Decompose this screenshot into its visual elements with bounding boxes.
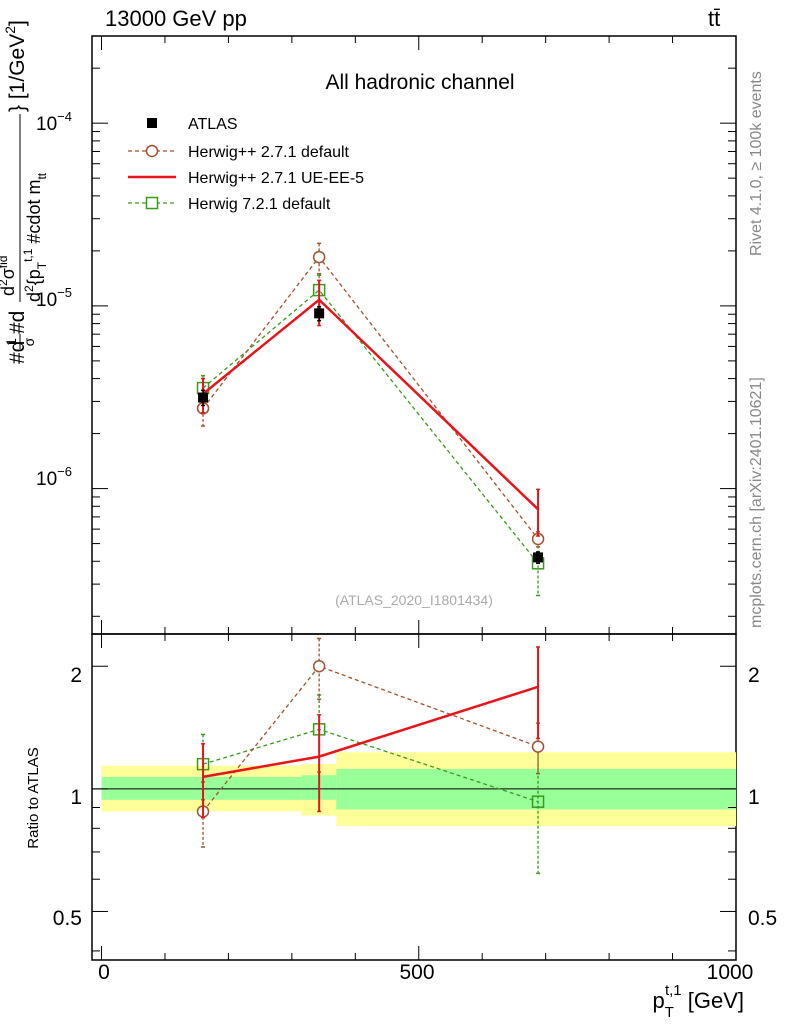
x-tick-label-0: 0 (98, 961, 110, 984)
ratio-tick-label-left-1: 1 (70, 786, 82, 809)
main-line-herwig-2-7-1-ue-ee-5 (202, 298, 539, 511)
legend-marker-herwig-default (145, 144, 159, 158)
main-line-herwig-7-2-1-default (202, 289, 539, 564)
main-point-atlas-1 (314, 308, 325, 319)
ratio-point-herwig-7-2-1-default-2 (531, 795, 545, 808)
y-tick-label-1e-6: 10−6 (36, 464, 72, 490)
svg-text:1: 1 (3, 338, 19, 346)
y-axis-label: #d 1 σ #d d2σfid d2{pTt,1 #cdot mtt } [1… (0, 20, 49, 364)
axis-ticks (92, 36, 737, 960)
legend: ATLAS Herwig++ 2.7.1 default Herwig++ 2.… (128, 116, 364, 213)
analysis-reference-tag: (ATLAS_2020_I1801434) (335, 592, 493, 608)
svg-text:d2{pTt,1 #cdot mtt: d2{pTt,1 #cdot mtt (21, 172, 49, 302)
legend-marker-atlas (147, 118, 157, 128)
svg-text:d2σfid: d2σfid (0, 256, 18, 297)
ratio-series (196, 637, 545, 875)
legend-label-herwig7: Herwig 7.2.1 default (188, 196, 331, 213)
main-point-atlas-2 (533, 552, 544, 563)
svg-text:} [1/GeV2]: } [1/GeV2] (2, 20, 29, 112)
header-right-label: tt̄ (708, 6, 721, 31)
ratio-tick-label-right-1: 1 (748, 786, 760, 809)
ratio-tick-label-left-0.5: 0.5 (53, 907, 82, 930)
ratio-uncertainty-bands (92, 752, 736, 827)
x-tick-label-500: 500 (399, 961, 434, 984)
main-point-herwig-2-7-1-default-1 (312, 250, 326, 264)
ratio-y-axis-label: Ratio to ATLAS (25, 747, 42, 848)
x-tick-label-1000: 1000 (707, 961, 754, 984)
svg-text:#d: #d (6, 311, 29, 334)
y-tick-label-1e-5: 10−5 (36, 285, 72, 311)
ratio-tick-label-left-2: 2 (70, 664, 82, 687)
legend-label-atlas: ATLAS (188, 116, 238, 133)
svg-text:σ: σ (21, 337, 37, 346)
main-line-herwig-2-7-1-default (202, 256, 539, 540)
ratio-point-herwig-2-7-1-default-2 (531, 740, 545, 753)
ratio-tick-label-right-0.5: 0.5 (748, 907, 777, 930)
main-point-atlas-0 (198, 392, 209, 403)
band-inner-0 (101, 776, 302, 800)
x-axis-label: pTt,1 [GeV] (653, 982, 744, 1021)
legend-label-herwig-default: Herwig++ 2.7.1 default (188, 144, 350, 161)
chart-title: All hadronic channel (325, 71, 514, 94)
main-series (196, 242, 545, 597)
legend-marker-herwig7 (145, 196, 159, 210)
ratio-tick-label-right-2: 2 (748, 664, 760, 687)
y-tick-label-1e-4: 10−4 (36, 109, 72, 135)
header-left-label: 13000 GeV pp (105, 6, 247, 31)
svg-text:#d: #d (6, 341, 29, 364)
ratio-point-herwig-2-7-1-default-1 (312, 659, 326, 673)
legend-label-herwig-ueee5: Herwig++ 2.7.1 UE-EE-5 (188, 170, 364, 187)
